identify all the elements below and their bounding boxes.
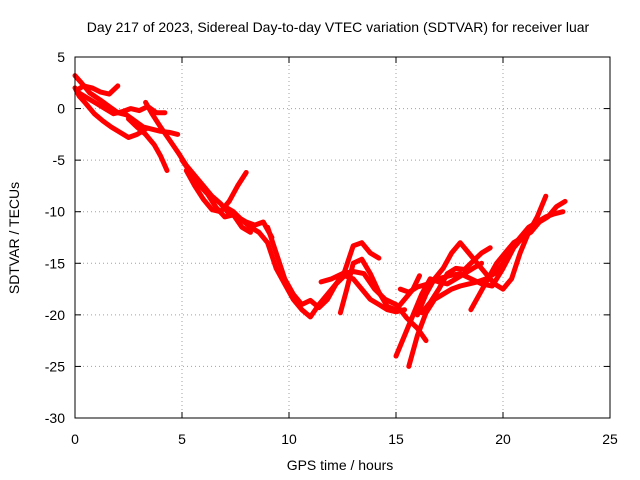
series-line-track-16 — [414, 193, 549, 318]
x-tick-label: 15 — [388, 431, 404, 447]
chart-title: Day 217 of 2023, Sidereal Day-to-day VTE… — [87, 19, 590, 35]
x-tick-label: 5 — [178, 431, 186, 447]
x-axis: 0 5 10 15 20 25 — [71, 57, 618, 447]
y-tick-label: -5 — [53, 152, 66, 168]
y-tick-label: 0 — [57, 101, 65, 117]
y-tick-label: 5 — [57, 49, 65, 65]
series-line-track-18 — [419, 245, 493, 316]
series-line-track-13 — [393, 260, 485, 359]
y-tick-label: -10 — [45, 204, 65, 220]
data-series — [72, 73, 568, 369]
x-tick-label: 25 — [602, 431, 618, 447]
series-line-track-15 — [397, 232, 527, 295]
x-tick-label: 10 — [281, 431, 297, 447]
plot-frame — [74, 56, 611, 419]
series-line-track-10 — [265, 224, 382, 311]
y-tick-label: -15 — [45, 255, 65, 271]
series-line-track-8 — [183, 168, 249, 215]
series-line-track-3 — [74, 83, 121, 97]
series-line-track-12 — [337, 256, 422, 316]
x-tick-label: 0 — [71, 431, 79, 447]
series-line-track-14 — [406, 209, 566, 369]
y-tick-label: -25 — [45, 358, 65, 374]
series-line-track-7 — [179, 157, 253, 235]
series-line-track-5 — [126, 116, 170, 173]
series-line-track-2 — [72, 85, 149, 140]
series-line-track-9 — [222, 204, 408, 320]
series-line-track-17 — [468, 198, 568, 313]
y-axis: 5 0 -5 -10 -15 -20 -25 -30 — [45, 49, 610, 426]
y-axis-label: SDTVAR / TECUs — [6, 182, 22, 294]
y-tick-label: -30 — [45, 410, 65, 426]
x-axis-label: GPS time / hours — [287, 457, 394, 473]
grid-lines — [75, 57, 610, 418]
y-tick-label: -20 — [45, 307, 65, 323]
x-tick-label: 20 — [495, 431, 511, 447]
